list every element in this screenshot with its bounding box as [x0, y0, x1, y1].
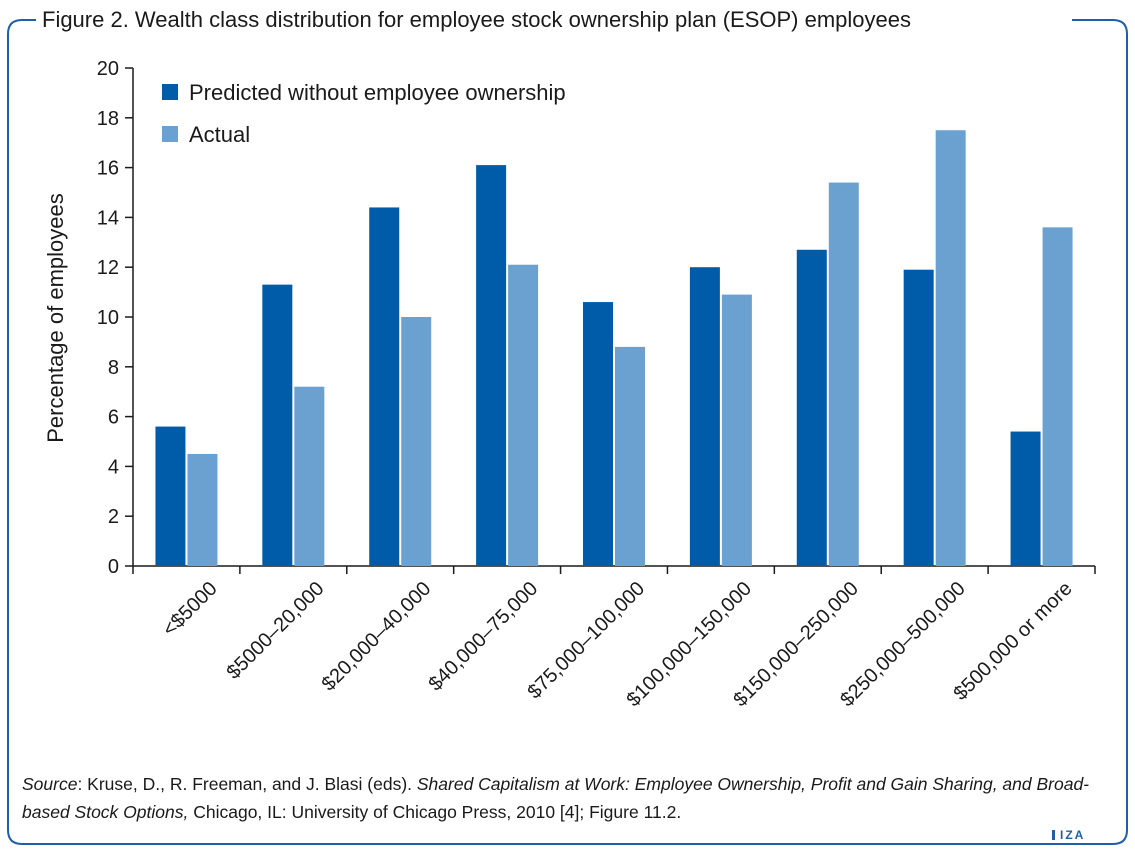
bar-predicted — [689, 267, 720, 566]
bar-predicted — [369, 207, 400, 566]
bar-actual — [721, 294, 752, 566]
source-authors: : Kruse, D., R. Freeman, and J. Blasi (e… — [77, 774, 417, 794]
bar-predicted — [1010, 431, 1041, 566]
x-tick-label: $500,000 or more — [950, 578, 1077, 705]
bar-predicted — [903, 269, 934, 566]
bar-predicted — [262, 284, 293, 566]
y-tick-label: 14 — [97, 207, 119, 229]
y-tick-label: 18 — [97, 108, 119, 130]
source-label: Source — [22, 774, 78, 794]
bar-predicted — [155, 426, 186, 566]
y-tick-label: 4 — [108, 456, 119, 478]
bar-actual — [935, 130, 966, 566]
chart-legend: Predicted without employee ownership Actu… — [162, 80, 566, 147]
bar-actual — [187, 453, 218, 566]
x-tick-label: $5000–20,000 — [222, 578, 328, 684]
x-tick-label: $40,000–75,000 — [424, 578, 542, 696]
bar-predicted — [583, 302, 613, 566]
y-axis-label: Percentage of employees — [43, 193, 68, 443]
y-tick-label: 8 — [108, 357, 119, 379]
bar-actual — [615, 346, 645, 566]
y-tick-label: 20 — [97, 58, 119, 80]
figure-title: Figure 2. Wealth class distribution for … — [36, 6, 917, 34]
legend-swatch — [162, 126, 178, 142]
legend-label: Predicted without employee ownership — [189, 80, 566, 105]
x-tick-label: $75,000–100,000 — [523, 578, 649, 704]
bar-predicted — [796, 249, 827, 566]
x-tick-label: <$5000 — [158, 578, 221, 641]
x-tick-label: $20,000–40,000 — [318, 578, 436, 696]
x-tick-labels: <$5000 $5000–20,000$20,000–40,000$40,000–… — [158, 578, 1076, 712]
iza-logo: IZA — [1052, 828, 1085, 842]
y-tick-label: 12 — [97, 257, 119, 279]
y-tick-label: 6 — [108, 407, 119, 429]
bar-actual — [828, 182, 859, 567]
bar-actual — [508, 264, 539, 566]
source-note: Source: Kruse, D., R. Freeman, and J. Bl… — [22, 770, 1117, 826]
y-tick-label: 0 — [108, 556, 119, 578]
y-tick-label: 16 — [97, 158, 119, 180]
y-tick-label: 2 — [108, 506, 119, 528]
legend-label: Actual — [189, 122, 250, 147]
y-tick-label: 10 — [97, 307, 119, 329]
source-book-title: Shared Capitalism at Work: Employee Owne… — [22, 774, 1090, 822]
source-publisher: Chicago, IL: University of Chicago Press… — [188, 802, 682, 822]
bar-actual — [1042, 227, 1073, 567]
bar-actual — [401, 317, 432, 566]
bar-chart: 0 2 4 6 8 10 12 14 16 18 20 <$5000 $5000–20,000$20,… — [43, 58, 1096, 712]
chart-bars — [155, 130, 1073, 567]
legend-swatch — [162, 84, 178, 100]
chart-axes: 0 2 4 6 8 10 12 14 16 18 20 — [97, 58, 1096, 578]
frame-border — [7, 19, 1128, 845]
bar-actual — [294, 386, 325, 566]
bar-predicted — [476, 165, 507, 567]
